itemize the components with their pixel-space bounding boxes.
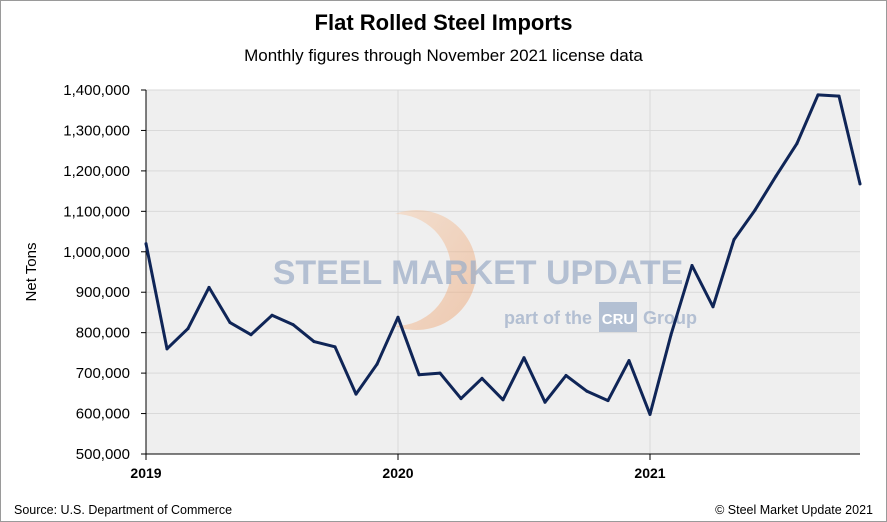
data-point	[207, 285, 211, 289]
y-axis-tick-labels: 500,000 600,000 700,000 800,000 900,000 1,000…	[63, 82, 130, 463]
y-tick-label: 900,000	[76, 284, 130, 301]
y-tick-label: 1,200,000	[63, 163, 130, 180]
y-tick-label: 500,000	[76, 446, 130, 463]
copyright-note: © Steel Market Update 2021	[715, 503, 873, 517]
data-point	[501, 398, 505, 402]
data-point	[522, 356, 526, 360]
chart-subtitle: Monthly figures through November 2021 li…	[244, 46, 643, 65]
gridlines	[146, 89, 860, 454]
data-point	[312, 340, 316, 344]
x-axis-tick-labels: 2019 2020 2021	[130, 454, 666, 481]
data-point	[606, 399, 610, 403]
y-tick-label: 1,000,000	[63, 244, 130, 261]
data-point	[669, 333, 673, 337]
series-group	[144, 93, 862, 416]
data-point	[165, 347, 169, 351]
data-point	[858, 182, 862, 186]
y-tick-label: 1,300,000	[63, 122, 130, 139]
watermark-title: STEEL MARKET UPDATE	[273, 254, 684, 292]
data-point	[375, 362, 379, 366]
data-point	[711, 305, 715, 309]
data-point	[333, 345, 337, 349]
y-tick-label: 1,400,000	[63, 82, 130, 99]
watermark-logo-arc	[395, 210, 477, 331]
data-point	[837, 94, 841, 98]
watermark-tagline-suffix: Group	[643, 308, 697, 328]
y-tick-label: 1,100,000	[63, 203, 130, 220]
x-tick-label: 2019	[130, 465, 161, 481]
data-point	[270, 313, 274, 317]
data-point	[795, 141, 799, 145]
data-point	[249, 333, 253, 337]
data-point	[753, 208, 757, 212]
plot-area	[146, 90, 860, 454]
data-point	[816, 93, 820, 97]
data-point	[396, 315, 400, 319]
source-note: Source: U.S. Department of Commerce	[14, 503, 233, 517]
data-point	[291, 323, 295, 327]
data-point	[690, 264, 694, 268]
data-point	[585, 389, 589, 393]
data-point	[354, 392, 358, 396]
data-point	[459, 397, 463, 401]
data-point	[774, 174, 778, 178]
cru-logo-box	[599, 302, 637, 332]
y-tick-label: 600,000	[76, 406, 130, 423]
data-point	[228, 321, 232, 325]
data-point	[480, 376, 484, 380]
data-point	[732, 238, 736, 242]
data-point	[627, 359, 631, 363]
axes	[141, 89, 860, 455]
x-tick-label: 2020	[382, 465, 413, 481]
y-tick-label: 700,000	[76, 365, 130, 382]
data-point	[543, 400, 547, 404]
data-point	[144, 242, 148, 246]
x-tick-label: 2021	[634, 465, 665, 481]
watermark: STEEL MARKET UPDATE part of the CRU Group	[273, 210, 697, 332]
y-tick-label: 800,000	[76, 325, 130, 342]
data-point	[186, 327, 190, 331]
watermark-tagline-prefix: part of the	[504, 308, 592, 328]
y-axis-title: Net Tons	[23, 243, 40, 302]
data-point	[417, 373, 421, 377]
data-point	[438, 371, 442, 375]
chart-title: Flat Rolled Steel Imports	[314, 10, 573, 35]
data-point	[564, 374, 568, 378]
cru-logo-text: CRU	[602, 311, 635, 328]
data-point	[648, 412, 652, 416]
